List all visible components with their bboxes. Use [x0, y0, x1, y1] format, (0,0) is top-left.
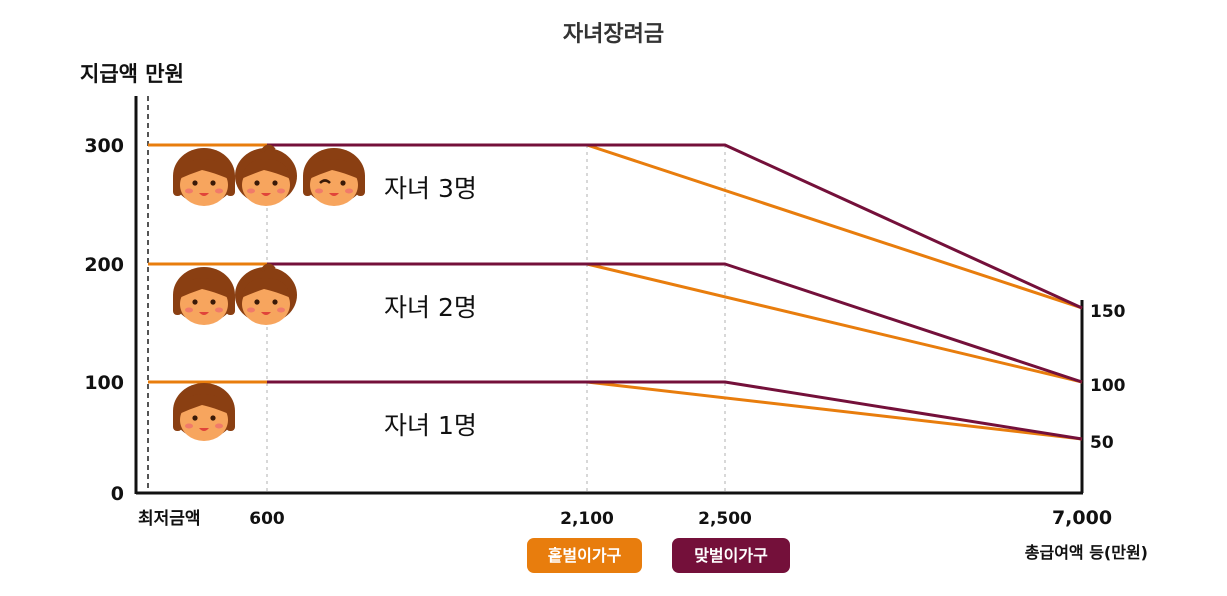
y-tick-label: 200: [84, 254, 124, 276]
right-tick-label: 50: [1090, 433, 1114, 453]
legend-dual-income: 맞벌이가구: [672, 538, 790, 573]
cheek-left: [185, 423, 193, 429]
mouth: [199, 312, 209, 315]
child-icons: [173, 144, 365, 441]
group-label-2children: 자녀 2명: [384, 293, 477, 322]
cheek-right: [215, 423, 223, 429]
cheek-left: [247, 188, 255, 194]
eye-right: [340, 180, 346, 186]
mouth: [329, 193, 339, 196]
hair-side-left: [173, 174, 182, 196]
y-tick-label: 100: [84, 372, 124, 394]
face: [180, 399, 228, 441]
face: [180, 283, 228, 325]
child-icon-3-2: [235, 144, 297, 206]
cheek-right: [345, 188, 353, 194]
face: [242, 283, 290, 325]
face: [180, 164, 228, 206]
cheek-left: [185, 307, 193, 313]
face: [242, 164, 290, 206]
child-icon-3-3: [303, 148, 365, 206]
child-icon-2-1: [173, 267, 235, 325]
eye-right: [210, 180, 216, 186]
eye-left: [192, 415, 198, 421]
chart-title: 자녀장려금: [562, 22, 665, 47]
hair-side-right: [356, 174, 365, 196]
bangs: [241, 277, 291, 298]
bangs: [241, 158, 291, 179]
group-label-3children: 자녀 3명: [384, 174, 477, 203]
hair-side-left: [173, 409, 182, 431]
cheek-left: [315, 188, 323, 194]
x-axis-label: 총급여액 등(만원): [1025, 543, 1148, 562]
face: [310, 164, 358, 206]
x-tick-label: 600: [249, 509, 285, 529]
cheek-left: [185, 188, 193, 194]
series-lines: [148, 143, 1083, 441]
x-tick-label: 2,100: [560, 509, 614, 529]
eye-left: [254, 299, 260, 305]
mouth: [199, 193, 209, 196]
hair-side-right: [226, 293, 235, 315]
eye-right: [272, 180, 278, 186]
child-icon-2-2: [235, 263, 297, 325]
x-tick-label: 7,000: [1052, 507, 1112, 529]
right-tick-label: 100: [1090, 376, 1126, 396]
mouth: [199, 428, 209, 431]
child-icon-1-1: [173, 383, 235, 441]
legend-single-income: 홑벌이가구: [527, 538, 642, 573]
series-line-dual-3children: [267, 143, 1083, 310]
mouth: [261, 312, 271, 315]
hair-tuft: [260, 263, 276, 273]
bangs: [179, 393, 229, 414]
bangs: [309, 158, 359, 179]
series-line-dual-2children: [267, 262, 1083, 384]
eye-left: [192, 299, 198, 305]
right-tick-label: 150: [1090, 302, 1126, 322]
y-axis-label: 지급액 만원: [80, 62, 184, 86]
eye-right: [272, 299, 278, 305]
mouth: [261, 193, 271, 196]
y-tick-label: 0: [111, 483, 124, 505]
cheek-right: [277, 188, 285, 194]
x-tick-label: 2,500: [698, 509, 752, 529]
cheek-left: [247, 307, 255, 313]
cheek-right: [277, 307, 285, 313]
series-line-single-1children: [148, 380, 1083, 441]
y-tick-label: 300: [84, 135, 124, 157]
hair-side-left: [303, 174, 312, 196]
eye-left: [192, 180, 198, 186]
eye-left: [319, 179, 331, 184]
group-label-1children: 자녀 1명: [384, 411, 477, 440]
x-tick-label: 최저금액: [138, 509, 201, 529]
eye-right: [210, 299, 216, 305]
cheek-right: [215, 188, 223, 194]
eye-left: [254, 180, 260, 186]
series-line-dual-1children: [267, 380, 1083, 441]
bangs: [179, 277, 229, 298]
cheek-right: [215, 307, 223, 313]
bangs: [179, 158, 229, 179]
hair-side-right: [226, 174, 235, 196]
axes: [134, 96, 1084, 495]
hair-side-left: [173, 293, 182, 315]
hair-tuft: [260, 144, 276, 154]
eye-right: [210, 415, 216, 421]
child-icon-3-1: [173, 148, 235, 206]
hair-side-right: [226, 409, 235, 431]
